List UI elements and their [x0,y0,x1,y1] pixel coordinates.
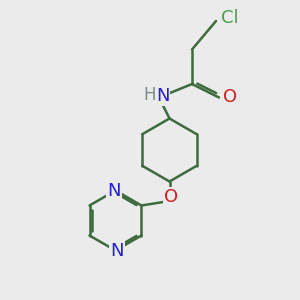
Text: N: N [156,87,169,105]
Text: H: H [143,85,156,103]
Text: O: O [164,188,178,206]
Text: Cl: Cl [220,9,238,27]
Text: N: N [107,182,121,200]
Text: O: O [223,88,237,106]
Text: N: N [110,242,124,260]
